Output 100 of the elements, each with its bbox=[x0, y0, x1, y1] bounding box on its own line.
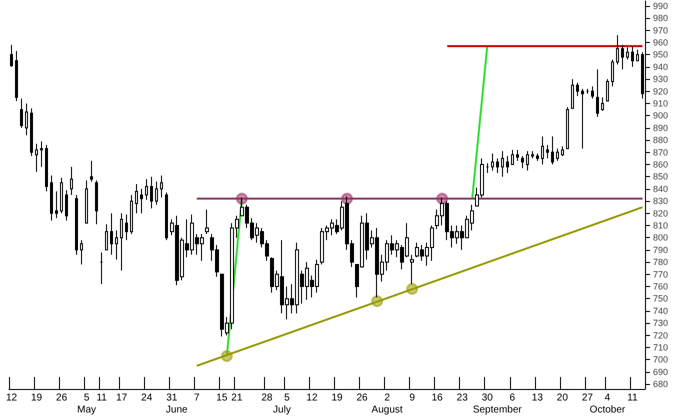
x-tick-label: 16 bbox=[432, 392, 444, 404]
candlestick bbox=[511, 149, 514, 165]
candlestick bbox=[606, 78, 609, 102]
candlestick bbox=[95, 180, 98, 225]
x-tick-label: 31 bbox=[166, 392, 178, 404]
y-tick-label: 780 bbox=[653, 257, 668, 268]
y-tick-label: 680 bbox=[653, 379, 668, 390]
x-tick-label: 9 bbox=[409, 392, 416, 404]
x-tick-label: 21 bbox=[231, 392, 243, 404]
candlestick bbox=[616, 34, 619, 65]
x-tick-label: 23 bbox=[456, 392, 468, 404]
x-tick-label: 6 bbox=[510, 392, 516, 404]
y-tick-label: 850 bbox=[653, 172, 668, 182]
candlestick bbox=[486, 162, 489, 174]
y-tick-label: 720 bbox=[653, 330, 668, 340]
candlestick bbox=[55, 190, 58, 219]
candlestick bbox=[160, 174, 163, 198]
candlestick bbox=[581, 88, 584, 150]
candlestick bbox=[140, 188, 143, 214]
x-tick-label: 26 bbox=[56, 392, 68, 404]
x-tick-label: 11 bbox=[627, 392, 638, 404]
x-tick-label: 15 bbox=[216, 392, 228, 404]
candlestick bbox=[501, 150, 504, 178]
candlestick bbox=[150, 176, 153, 209]
x-tick-label: 27 bbox=[582, 392, 594, 404]
y-tick-label: 980 bbox=[653, 13, 668, 24]
candlestick bbox=[205, 209, 209, 235]
candlestick bbox=[50, 174, 53, 222]
candlestick bbox=[611, 59, 614, 87]
candlestick bbox=[596, 68, 599, 118]
candlestick bbox=[571, 78, 574, 109]
candlestick bbox=[40, 140, 43, 168]
x-tick-label: 12 bbox=[6, 392, 18, 404]
x-tick-label: 20 bbox=[556, 392, 568, 404]
y-tick-label: 890 bbox=[653, 122, 668, 133]
x-tick-label: 11 bbox=[96, 392, 108, 404]
candlestick bbox=[20, 98, 23, 128]
y-tick-label: 910 bbox=[653, 98, 668, 108]
candlestick bbox=[546, 144, 549, 159]
point bbox=[436, 192, 448, 205]
y-tick-label: 920 bbox=[653, 86, 668, 96]
candlestick bbox=[60, 177, 63, 214]
x-tick-label: 28 bbox=[261, 392, 273, 404]
y-tick-label: 830 bbox=[653, 196, 668, 206]
candlestick bbox=[626, 46, 629, 60]
candlestick bbox=[521, 155, 524, 169]
y-tick-label: 870 bbox=[653, 147, 668, 158]
candlestick bbox=[115, 230, 118, 260]
candlestick bbox=[35, 143, 38, 172]
candlestick bbox=[576, 82, 579, 97]
x-tick-label: 19 bbox=[30, 392, 43, 404]
y-tick-label: 820 bbox=[653, 208, 668, 218]
x-tick-label: 2 August bbox=[372, 392, 403, 416]
candlestick bbox=[135, 184, 138, 214]
candlestick bbox=[506, 155, 509, 174]
candlestick bbox=[566, 106, 569, 150]
candlestick bbox=[90, 160, 93, 182]
candlestick bbox=[561, 146, 564, 156]
x-tick-label: 24 bbox=[141, 392, 153, 404]
y-tick-label: 960 bbox=[653, 37, 668, 48]
candlestick bbox=[165, 192, 168, 241]
candlestick bbox=[526, 150, 529, 172]
candlestick bbox=[30, 108, 33, 156]
candlestick bbox=[531, 150, 534, 159]
candlestick bbox=[541, 136, 544, 165]
y-tick-label: 690 bbox=[653, 366, 668, 377]
candlestick bbox=[70, 166, 73, 196]
x-tick-label: September bbox=[472, 404, 522, 416]
candlestick bbox=[516, 149, 519, 162]
y-tick-label: 800 bbox=[653, 232, 668, 243]
candlestick bbox=[110, 212, 113, 256]
candlestick bbox=[85, 180, 88, 224]
candlestick bbox=[536, 153, 539, 162]
y-tick-label: 900 bbox=[653, 110, 668, 121]
x-tick-label: 7 bbox=[194, 392, 200, 404]
y-tick-label: 990 bbox=[653, 0, 668, 11]
x-tick-label: June bbox=[166, 404, 188, 416]
candlestick bbox=[45, 144, 48, 192]
candlestick bbox=[556, 148, 559, 162]
x-tick-label: 19 bbox=[331, 392, 344, 404]
y-tick-label: 860 bbox=[653, 159, 668, 170]
x-tick-label: 30 bbox=[482, 392, 494, 404]
x-tick-label: 13 bbox=[532, 392, 544, 404]
candlestick bbox=[496, 158, 499, 174]
candlestick bbox=[105, 224, 108, 250]
candlestick bbox=[591, 86, 594, 100]
candlestick bbox=[120, 212, 123, 272]
y-tick-label: 840 bbox=[653, 184, 668, 194]
y-tick-label: 930 bbox=[653, 74, 668, 84]
y-tick-label: 950 bbox=[653, 50, 668, 60]
candlestick bbox=[601, 96, 604, 112]
x-tick-label: 5 May bbox=[77, 392, 96, 416]
candlestick bbox=[10, 44, 13, 68]
point bbox=[371, 295, 384, 308]
y-tick-label: 880 bbox=[653, 135, 668, 146]
point bbox=[220, 350, 233, 362]
candlestick bbox=[491, 153, 494, 172]
y-tick-label: 810 bbox=[653, 220, 668, 231]
candlestick bbox=[130, 194, 133, 235]
candlestick bbox=[25, 102, 28, 136]
